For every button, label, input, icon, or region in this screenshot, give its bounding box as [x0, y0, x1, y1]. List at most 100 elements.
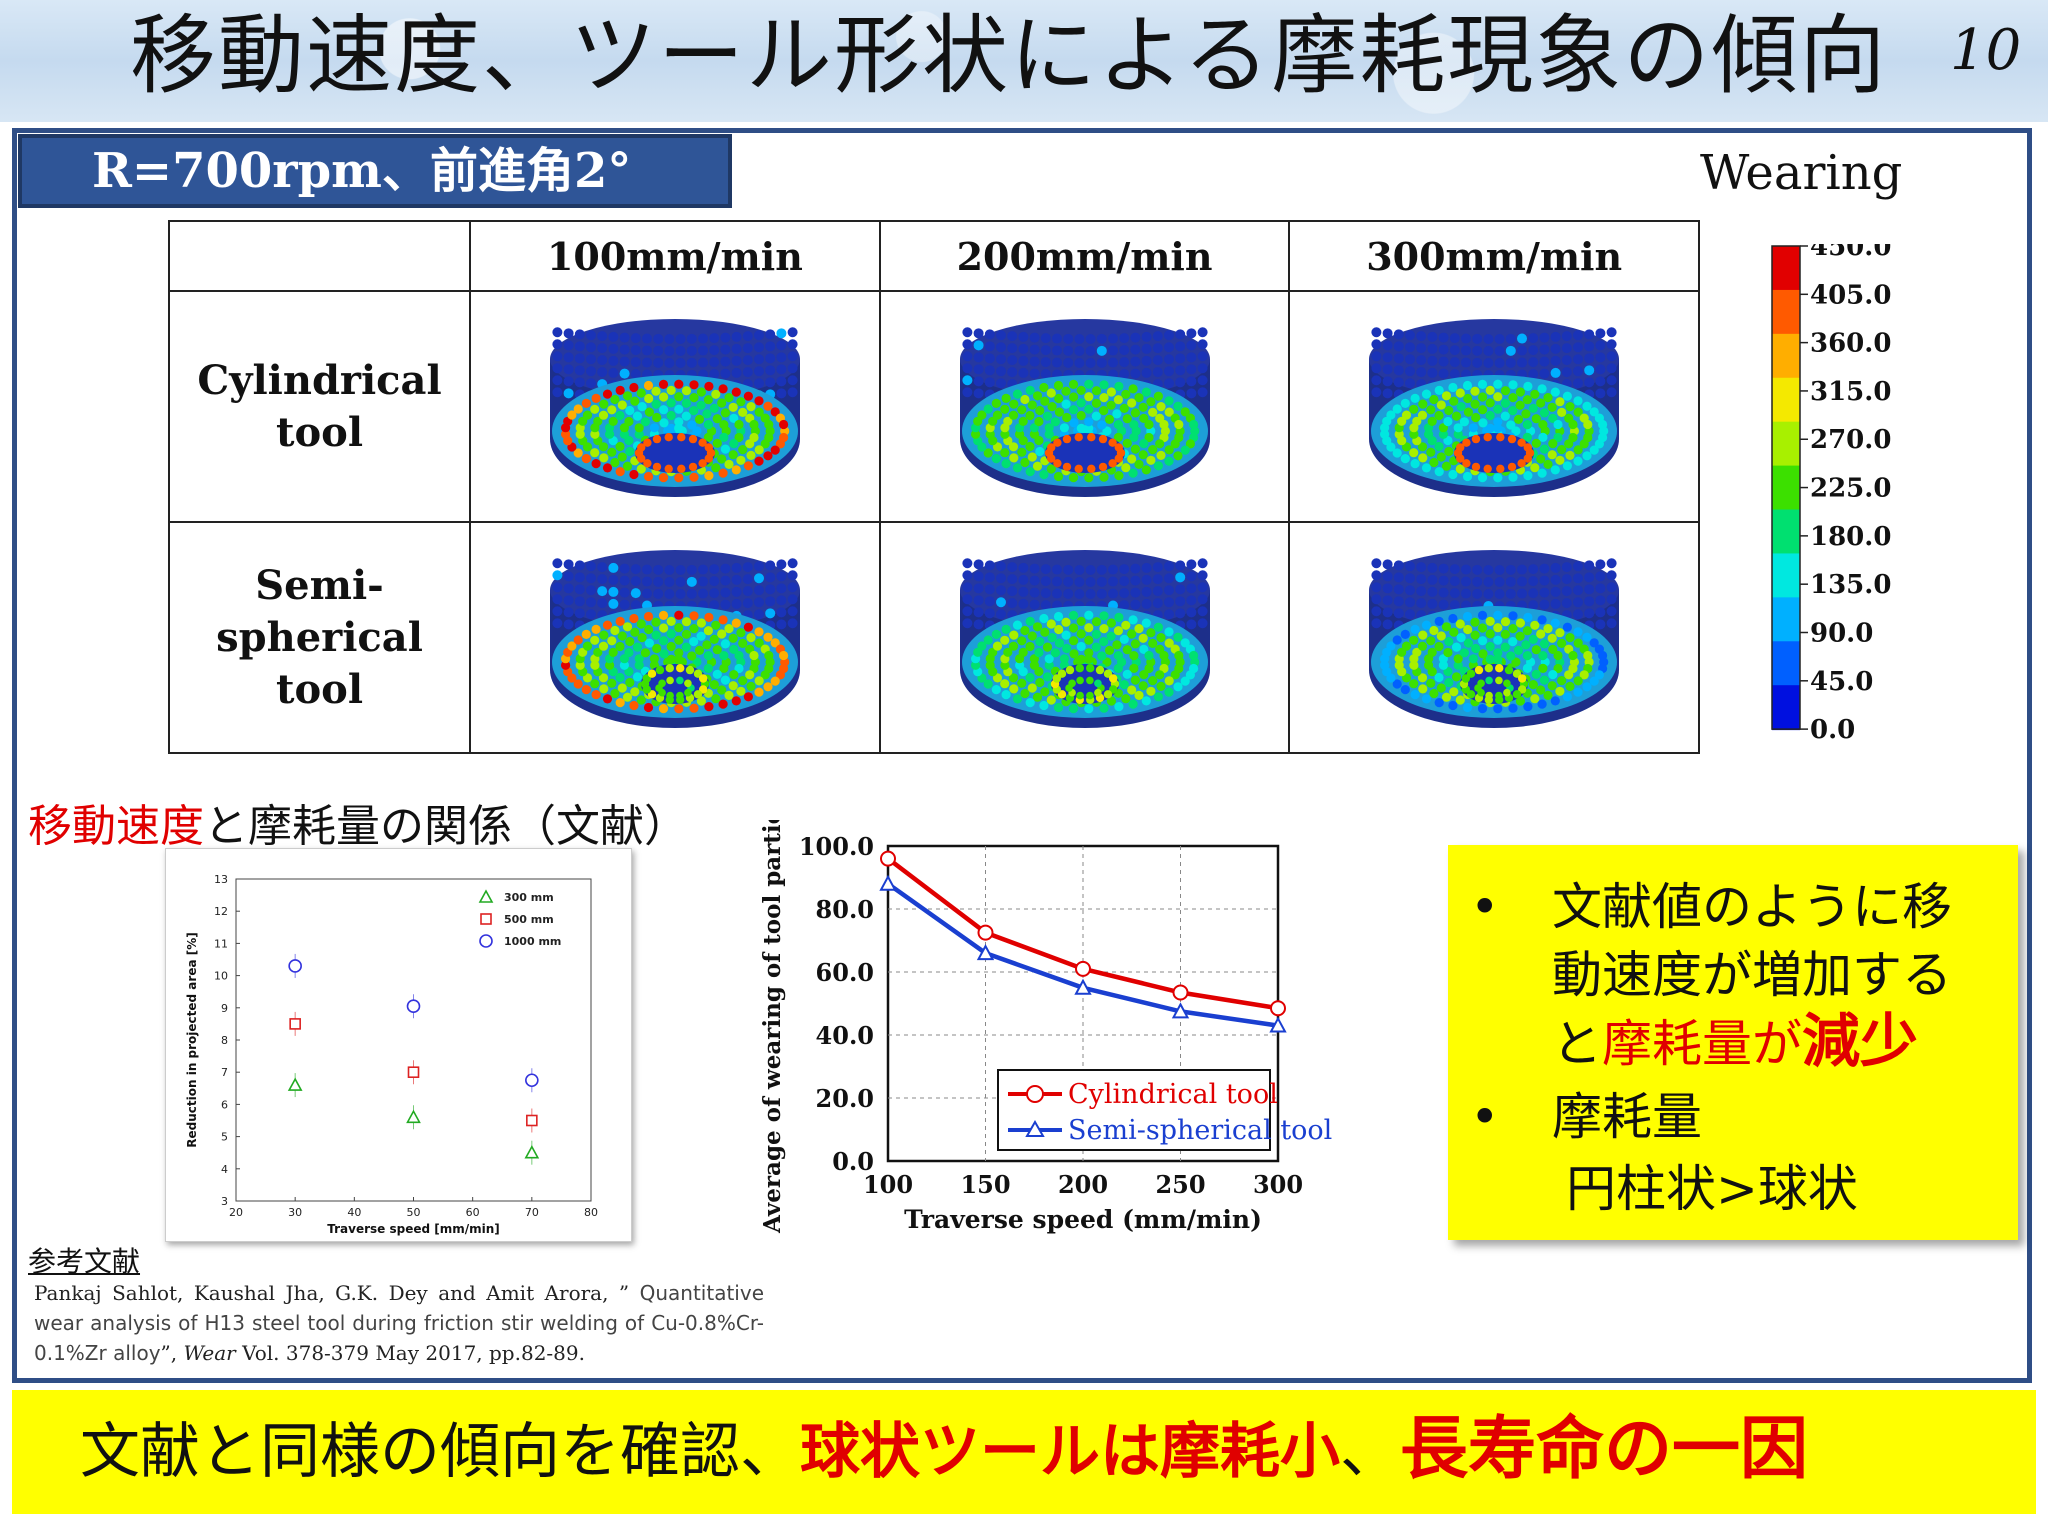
tool-particle — [630, 575, 641, 586]
tool-particle — [1024, 410, 1035, 420]
tool-particle — [1550, 367, 1561, 378]
tool-particle — [1412, 416, 1422, 426]
tool-particle — [1133, 392, 1144, 402]
tool-particle — [765, 328, 776, 339]
tool-particle — [1042, 671, 1052, 681]
tool-particle — [1463, 471, 1473, 481]
tool-particle — [574, 364, 585, 375]
tool-particle — [776, 351, 787, 362]
tool-particle — [563, 387, 574, 398]
tool-particle — [1174, 571, 1185, 582]
tool-probe-particle — [1108, 673, 1117, 683]
tool-particle — [1416, 597, 1427, 608]
tool-particle — [1557, 638, 1567, 648]
tool-particle — [1025, 466, 1035, 476]
tool-particle — [1018, 416, 1028, 426]
tool-particle — [1034, 636, 1044, 646]
tool-particle — [1017, 586, 1028, 597]
tool-particle — [1459, 416, 1470, 426]
tool-particle — [1539, 368, 1550, 379]
tool-particle — [1152, 585, 1163, 596]
tool-particle — [1113, 701, 1124, 711]
tool-probe-particle — [1074, 464, 1083, 473]
tool-particle — [1042, 411, 1052, 421]
tool-particle — [716, 684, 727, 695]
tool-particle — [742, 354, 753, 365]
tool-particle — [743, 391, 753, 401]
tool-particle — [630, 627, 640, 637]
tool-particle — [602, 693, 612, 703]
tool-particle — [1528, 344, 1539, 355]
tool-probe — [1050, 663, 1119, 704]
tool-particle — [1152, 354, 1163, 365]
tool-particle — [1371, 374, 1382, 385]
color-scale-band — [1772, 685, 1800, 731]
tool-particle — [1141, 618, 1151, 628]
tool-particle — [1393, 607, 1404, 618]
tool-particle — [1453, 660, 1463, 670]
tool-particle — [1138, 449, 1148, 459]
tool-particle — [1483, 357, 1494, 368]
color-scale-label: 45.0 — [1810, 667, 1873, 697]
tool-particle — [1522, 625, 1533, 635]
tool-probe-particle — [698, 458, 707, 467]
tool-particle — [1174, 364, 1185, 375]
tool-particle — [1129, 563, 1140, 574]
tool-particle — [765, 559, 776, 570]
tool-particle — [1550, 343, 1561, 354]
tool-particle — [582, 441, 592, 451]
tool-particle — [653, 588, 664, 599]
tool-particle — [1128, 650, 1139, 660]
tool-particle — [961, 326, 972, 337]
tool-particle — [1155, 401, 1166, 411]
tool-particle — [754, 675, 764, 685]
tool-particle — [1461, 564, 1472, 575]
tool-particle — [1001, 458, 1011, 468]
tool-particle — [1062, 576, 1073, 587]
tool-particle — [703, 432, 713, 442]
tool-particle — [1438, 332, 1449, 343]
tool-probe-particle — [1523, 442, 1533, 452]
tool-particle — [1573, 596, 1584, 607]
tool-particle — [961, 362, 972, 373]
tool-particle — [1405, 329, 1416, 340]
tool-particle — [1001, 393, 1011, 403]
tool-particle — [641, 345, 652, 356]
tool-particle — [1606, 569, 1617, 580]
tool-particle — [1523, 612, 1533, 622]
tool-particle — [776, 363, 787, 374]
tool-particle — [1006, 354, 1017, 365]
tool-particle — [1174, 328, 1185, 339]
tool-particle — [599, 683, 609, 693]
tool-particle — [1006, 597, 1017, 608]
tool-particle — [1573, 456, 1583, 466]
row-header-cylindrical: Cylindrical tool — [167, 290, 472, 523]
tool-particle — [1422, 693, 1432, 703]
tool-particle — [1029, 429, 1039, 439]
tool-particle — [734, 663, 744, 673]
tool-particle — [970, 660, 980, 670]
tool-particle — [1106, 400, 1116, 410]
tool-particle — [787, 557, 798, 568]
tool-particle — [640, 416, 650, 426]
tool-particle — [1500, 398, 1511, 408]
tool-particle — [1053, 471, 1063, 481]
tool-particle — [1493, 610, 1503, 620]
col-header: 300mm/min — [1288, 220, 1700, 292]
tool-particle — [1133, 623, 1144, 633]
tool-particle — [666, 641, 676, 651]
tool-particle — [637, 401, 647, 411]
tool-particle — [744, 438, 755, 448]
tool-particle — [1155, 681, 1166, 691]
tool-particle — [742, 330, 753, 341]
tool-particle — [1138, 644, 1148, 654]
tool-particle — [973, 606, 984, 617]
tool-particle — [743, 622, 753, 632]
tool-particle — [1073, 564, 1084, 575]
tool-particle — [1402, 641, 1412, 651]
tool-particle — [1039, 686, 1049, 696]
tool-particle — [1422, 462, 1432, 472]
tool-probe-particle — [636, 442, 646, 452]
tool-particle — [1012, 620, 1022, 630]
tool-particle — [1008, 630, 1018, 640]
